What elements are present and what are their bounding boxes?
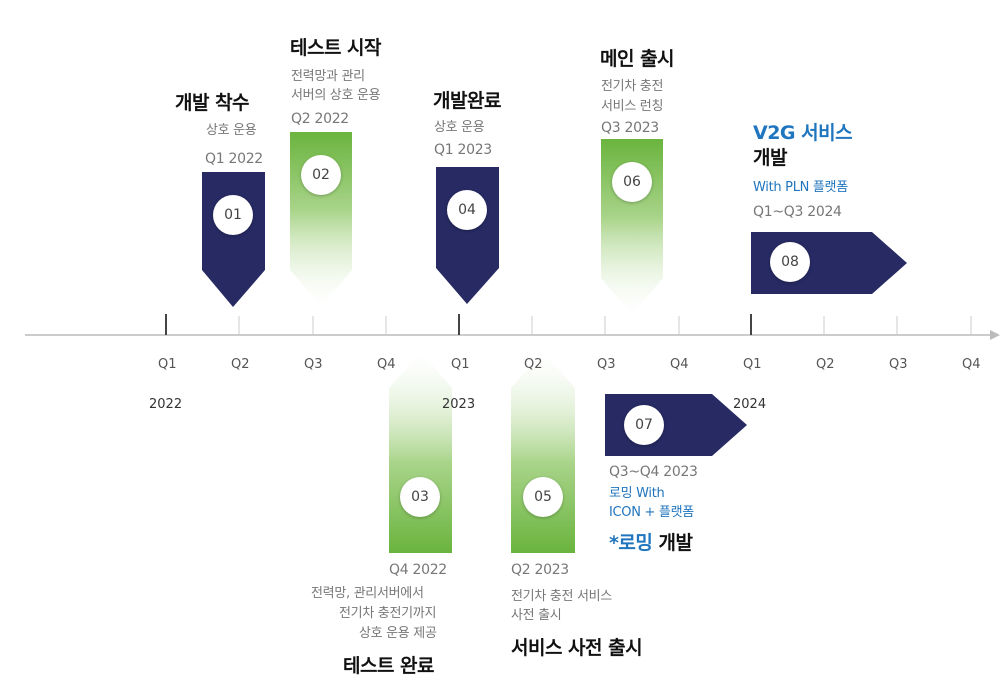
milestone-05-title: 서비스 사전 출시 bbox=[511, 637, 643, 659]
milestone-07-title-rest: 개발 bbox=[652, 532, 693, 554]
milestone-01-subtitle: 상호 운용 bbox=[206, 123, 257, 138]
milestone-02-desc-line1: 전력망과 관리 bbox=[291, 69, 365, 84]
milestone-02-badge: 02 bbox=[301, 155, 341, 195]
axis-arrow-head bbox=[990, 330, 1000, 340]
quarter-label: Q2 bbox=[816, 357, 835, 372]
milestone-07-title: *로밍 개발 bbox=[609, 528, 693, 555]
milestone-07-date: Q3~Q4 2023 bbox=[609, 464, 698, 480]
quarter-label: Q4 bbox=[670, 357, 689, 372]
milestone-07-badge: 07 bbox=[624, 405, 664, 445]
milestone-07-desc-line2: ICON + 플랫폼 bbox=[609, 505, 694, 520]
quarter-label: Q3 bbox=[304, 357, 323, 372]
milestone-06-title: 메인 출시 bbox=[600, 48, 675, 70]
milestone-07-desc-line1: 로밍 With bbox=[609, 486, 665, 501]
quarter-label: Q3 bbox=[597, 357, 616, 372]
milestone-04-date: Q1 2023 bbox=[434, 142, 492, 158]
quarter-label: Q4 bbox=[377, 357, 396, 372]
milestone-08-date: Q1~Q3 2024 bbox=[753, 204, 842, 220]
milestone-08-title-accent: V2G 서비스 bbox=[753, 122, 853, 144]
milestone-05-marker bbox=[511, 352, 575, 553]
quarter-label: Q1 bbox=[451, 357, 470, 372]
quarter-label: Q2 bbox=[524, 357, 543, 372]
quarter-label: Q2 bbox=[231, 357, 250, 372]
milestone-03-desc-line1: 전력망, 관리서버에서 bbox=[311, 586, 424, 601]
quarter-label: Q1 bbox=[158, 357, 177, 372]
year-label-2023: 2023 bbox=[442, 397, 476, 412]
milestone-05-desc-line2: 사전 출시 bbox=[511, 608, 562, 623]
milestone-06-desc-line1: 전기차 충전 bbox=[601, 79, 664, 94]
milestone-06-date: Q3 2023 bbox=[601, 120, 659, 136]
quarter-label: Q3 bbox=[889, 357, 908, 372]
quarter-label: Q4 bbox=[962, 357, 981, 372]
milestone-08-subtitle: With PLN 플랫폼 bbox=[753, 180, 848, 195]
milestone-05-date: Q2 2023 bbox=[511, 562, 569, 578]
milestone-03-desc-line2: 전기차 충전기까지 bbox=[339, 606, 437, 621]
milestone-07-title-accent: *로밍 bbox=[609, 532, 653, 554]
milestone-04-badge: 04 bbox=[447, 190, 487, 230]
milestone-02-desc-line2: 서버의 상호 운용 bbox=[291, 88, 381, 103]
milestone-03-marker bbox=[389, 352, 452, 553]
milestone-02-date: Q2 2022 bbox=[291, 111, 349, 127]
milestone-05-desc-line1: 전기차 충전 서비스 bbox=[511, 589, 612, 604]
milestone-08-badge: 08 bbox=[770, 242, 810, 282]
milestone-01-date: Q1 2022 bbox=[205, 151, 263, 167]
year-label-2022: 2022 bbox=[149, 397, 183, 412]
milestone-01-title: 개발 착수 bbox=[175, 92, 250, 114]
milestone-02-title: 테스트 시작 bbox=[290, 37, 382, 59]
milestone-03-title: 테스트 완료 bbox=[343, 655, 435, 677]
milestone-05-badge: 05 bbox=[523, 477, 563, 517]
milestone-03-badge: 03 bbox=[400, 477, 440, 517]
milestone-01-marker bbox=[202, 172, 265, 307]
milestone-03-date: Q4 2022 bbox=[389, 562, 447, 578]
milestone-04-title: 개발완료 bbox=[433, 90, 501, 112]
milestone-08-title-line2: 개발 bbox=[753, 147, 787, 169]
milestone-01-badge: 01 bbox=[213, 195, 253, 235]
milestone-04-marker bbox=[436, 167, 499, 304]
milestone-06-desc-line2: 서비스 런칭 bbox=[601, 99, 664, 114]
milestone-03-desc-line3: 상호 운용 제공 bbox=[359, 626, 437, 641]
milestone-04-subtitle: 상호 운용 bbox=[434, 120, 485, 135]
year-label-2024: 2024 bbox=[733, 397, 767, 412]
milestone-06-badge: 06 bbox=[612, 162, 652, 202]
quarter-label: Q1 bbox=[743, 357, 762, 372]
